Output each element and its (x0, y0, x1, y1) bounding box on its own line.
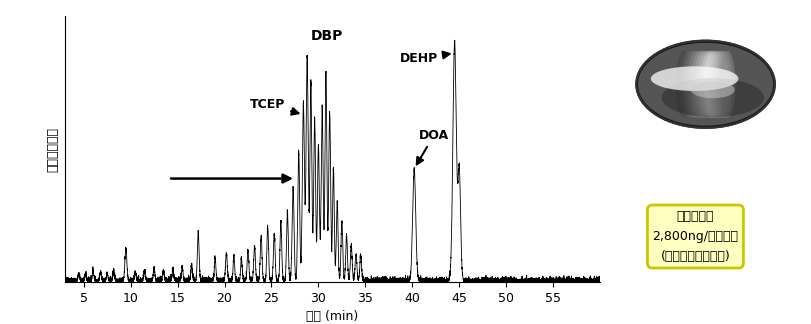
Y-axis label: アバンダンス: アバンダンス (46, 127, 59, 171)
Text: TCEP: TCEP (250, 98, 298, 115)
Ellipse shape (701, 51, 717, 118)
Text: 総有機物量
2,800ng/ウェーハ
(ヘキサデカン換算): 総有機物量 2,800ng/ウェーハ (ヘキサデカン換算) (652, 210, 739, 263)
Ellipse shape (713, 51, 729, 118)
Text: DOA: DOA (417, 129, 449, 164)
Ellipse shape (682, 51, 698, 118)
Ellipse shape (689, 51, 704, 118)
Ellipse shape (710, 51, 726, 118)
Ellipse shape (716, 51, 732, 118)
Ellipse shape (719, 51, 736, 118)
X-axis label: 時間 (min): 時間 (min) (307, 310, 358, 323)
Text: DBP: DBP (311, 29, 343, 43)
Ellipse shape (650, 66, 738, 91)
Ellipse shape (637, 40, 775, 128)
Ellipse shape (707, 51, 723, 118)
Ellipse shape (638, 43, 773, 126)
Ellipse shape (679, 51, 695, 118)
Ellipse shape (704, 51, 720, 118)
Ellipse shape (697, 51, 714, 118)
Ellipse shape (691, 51, 707, 118)
Text: DEHP: DEHP (400, 52, 449, 65)
Ellipse shape (685, 51, 701, 118)
Ellipse shape (662, 78, 764, 117)
Ellipse shape (676, 51, 692, 118)
Ellipse shape (691, 81, 735, 98)
Ellipse shape (694, 51, 710, 118)
